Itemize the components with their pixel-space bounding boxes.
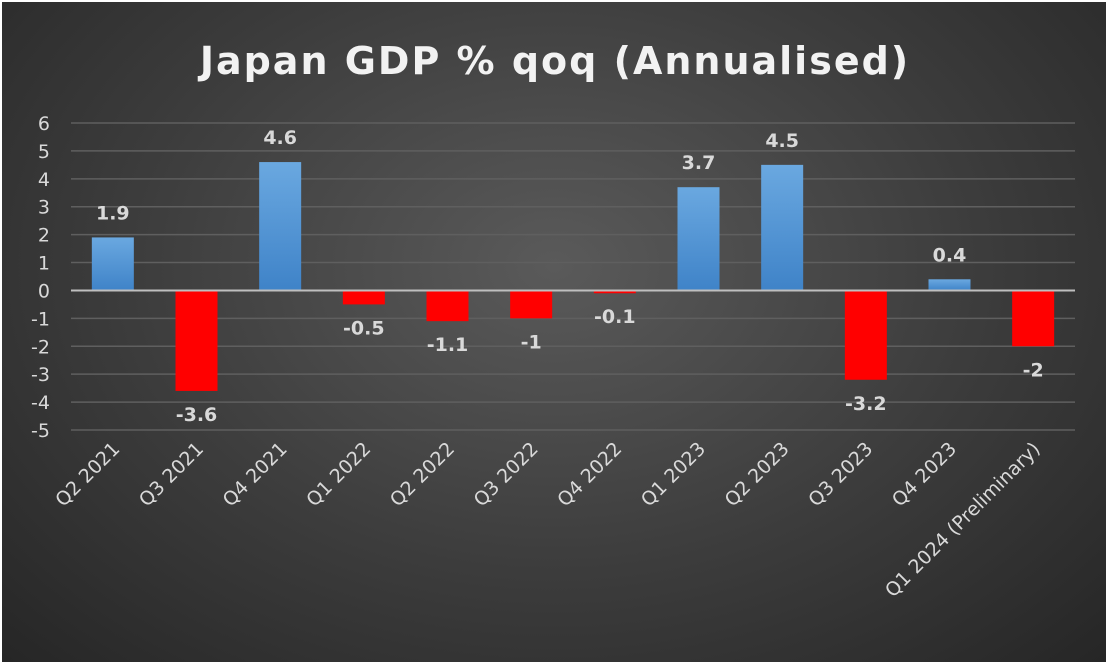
x-tick-label: Q3 2023 — [804, 438, 877, 511]
data-label: 4.6 — [263, 127, 297, 149]
y-tick-label: 5 — [38, 141, 50, 163]
x-tick-label: Q4 2022 — [553, 438, 626, 511]
y-tick-label: -5 — [31, 420, 50, 442]
y-tick-label: 4 — [38, 169, 50, 191]
bar — [91, 237, 134, 291]
chart-title: Japan GDP % qoq (Annualised) — [197, 39, 910, 83]
data-label: 0.4 — [933, 244, 967, 266]
bar — [426, 290, 469, 322]
data-label: -1.1 — [427, 334, 469, 356]
bar — [175, 290, 218, 391]
x-tick-label: Q3 2021 — [135, 438, 208, 511]
x-tick-label: Q2 2023 — [721, 438, 794, 511]
bar — [259, 162, 302, 291]
data-label: 1.9 — [96, 202, 130, 224]
y-tick-label: 2 — [38, 225, 50, 247]
bar — [677, 187, 720, 291]
y-tick-label: -1 — [31, 308, 50, 330]
data-label: -1 — [521, 331, 542, 353]
x-tick-label: Q4 2023 — [888, 438, 961, 511]
bar — [761, 164, 804, 291]
y-tick-label: 3 — [38, 197, 50, 219]
y-tick-label: -3 — [31, 364, 50, 386]
bar — [342, 290, 385, 305]
bar — [510, 290, 553, 319]
y-tick-label: -4 — [31, 392, 50, 414]
data-label: -3.2 — [845, 393, 887, 415]
y-tick-label: 1 — [38, 253, 50, 275]
y-tick-label: -2 — [31, 336, 50, 358]
x-tick-label: Q1 2024 (Preliminary) — [881, 438, 1045, 602]
data-label: 4.5 — [765, 130, 799, 152]
bar — [1012, 290, 1055, 347]
data-label: -0.1 — [594, 306, 636, 328]
bar — [928, 279, 971, 291]
y-tick-label: 6 — [38, 113, 50, 135]
y-tick-label: 0 — [38, 280, 50, 302]
x-tick-label: Q2 2022 — [386, 438, 459, 511]
bar — [844, 290, 887, 380]
data-label: 3.7 — [682, 152, 716, 174]
bar — [593, 290, 636, 294]
data-label: -0.5 — [343, 317, 385, 339]
data-label: -2 — [1023, 359, 1044, 381]
x-tick-label: Q3 2022 — [470, 438, 543, 511]
x-tick-label: Q4 2021 — [219, 438, 292, 511]
x-tick-label: Q1 2023 — [637, 438, 710, 511]
x-tick-label: Q2 2021 — [51, 438, 124, 511]
data-label: -3.6 — [176, 404, 218, 426]
x-tick-label: Q1 2022 — [302, 438, 375, 511]
